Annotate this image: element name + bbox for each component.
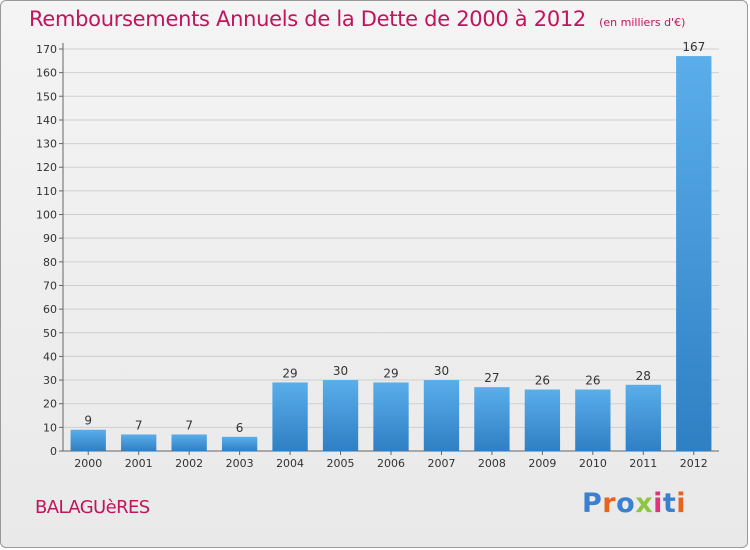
data-label: 167: [682, 40, 705, 54]
y-tick-label: 80: [43, 256, 57, 269]
y-tick-label: 70: [43, 279, 57, 292]
bar: [322, 380, 359, 451]
data-label: 7: [135, 418, 143, 432]
logo-letter: r: [602, 488, 617, 519]
data-label: 7: [185, 418, 193, 432]
y-tick-labels: 0 10 20 30 40 50 60 70 80 90 100 110 120 130 140 150 160…: [36, 43, 57, 458]
data-label: 30: [434, 364, 449, 378]
x-tick-label: 2000: [74, 457, 102, 470]
y-tick-label: 90: [43, 232, 57, 245]
data-label: 26: [535, 374, 550, 388]
x-tick-label: 2003: [226, 457, 254, 470]
bar: [676, 56, 712, 451]
x-tick-label: 2001: [125, 457, 153, 470]
commune-name: BALAGUèRES: [35, 497, 150, 518]
y-tick-label: 20: [43, 398, 57, 411]
x-tick-label: 2011: [629, 457, 657, 470]
bar: [575, 389, 611, 451]
x-tick-label: 2010: [579, 457, 607, 470]
bars: [70, 56, 712, 451]
y-tick-label: 50: [43, 327, 57, 340]
x-tick-label: 2002: [175, 457, 203, 470]
title-row: Remboursements Annuels de la Dette de 20…: [29, 7, 685, 31]
x-tick-label: 2009: [528, 457, 556, 470]
logo-letter: x: [635, 488, 654, 519]
unit-label: (en milliers d'€): [599, 16, 686, 29]
value-labels: 9 7 7 6 29 30 29 30 27 26 26 28 167: [84, 40, 705, 435]
data-label: 6: [236, 421, 244, 435]
y-tick-label: 30: [43, 374, 57, 387]
x-tick-label: 2007: [427, 457, 455, 470]
proxiti-logo: Proxiti: [582, 488, 686, 519]
data-label: 9: [84, 414, 92, 428]
logo-letter: i: [653, 488, 663, 519]
x-tick-label: 2006: [377, 457, 405, 470]
bar: [171, 434, 207, 451]
y-tick-label: 60: [43, 303, 57, 316]
y-tick-label: 40: [43, 350, 57, 363]
logo-letter: P: [582, 488, 603, 519]
y-tick-label: 150: [36, 90, 57, 103]
bar: [474, 387, 510, 451]
bar: [373, 382, 409, 451]
bar: [625, 384, 661, 451]
logo-letter: o: [616, 488, 636, 519]
y-tick-label: 100: [36, 209, 57, 222]
y-tick-label: 120: [36, 161, 57, 174]
x-tick-label: 2012: [680, 457, 708, 470]
logo-letter: t: [662, 488, 677, 519]
y-tick-label: 130: [36, 138, 57, 151]
x-tick-label: 2008: [478, 457, 506, 470]
y-tick-label: 0: [50, 445, 57, 458]
bar: [423, 380, 460, 451]
bar: [121, 434, 157, 451]
bar: [70, 429, 106, 451]
chart-title: Remboursements Annuels de la Dette de 20…: [29, 7, 586, 31]
y-tick-label: 170: [36, 43, 57, 56]
y-tick-label: 110: [36, 185, 57, 198]
bar: [524, 389, 561, 451]
data-label: 26: [585, 374, 600, 388]
data-label: 27: [484, 371, 499, 385]
x-tick-label: 2004: [276, 457, 304, 470]
y-tick-label: 140: [36, 114, 57, 127]
data-label: 28: [636, 369, 651, 383]
y-tick-label: 160: [36, 67, 57, 80]
data-label: 29: [383, 366, 398, 380]
bar: [221, 436, 258, 451]
x-tick-labels: 2000 2001 2002 2003 2004 2005 2006 2007 2008 2009…: [74, 457, 708, 470]
bar: [272, 382, 308, 451]
logo-letter: i: [676, 488, 687, 519]
y-tick-label: 10: [43, 421, 57, 434]
data-label: 30: [333, 364, 348, 378]
x-tick-label: 2005: [327, 457, 355, 470]
data-label: 29: [282, 366, 297, 380]
